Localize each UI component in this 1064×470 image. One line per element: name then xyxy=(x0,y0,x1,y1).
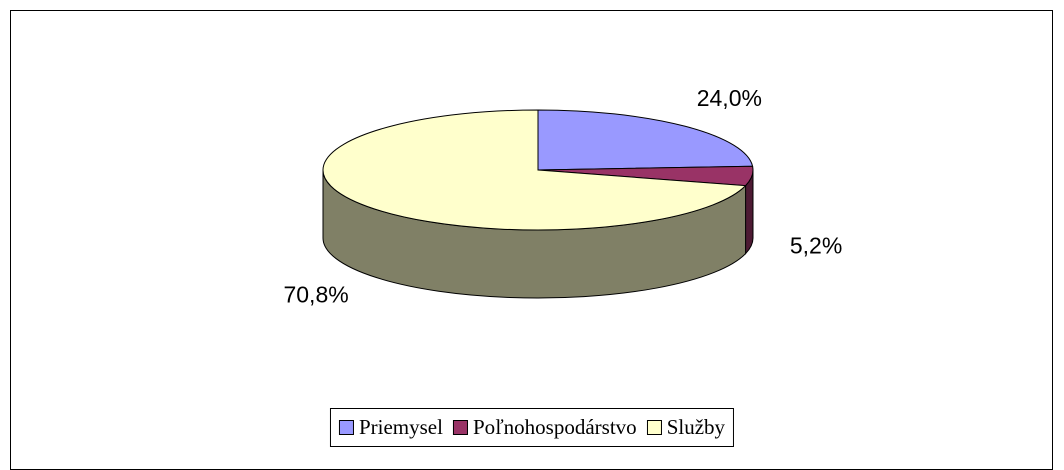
data-label: 24,0% xyxy=(697,85,762,111)
legend-swatch xyxy=(646,420,662,435)
plot: 24,0% 5,2% 70,8% xyxy=(283,85,842,307)
legend-swatch xyxy=(338,420,354,435)
legend-swatch xyxy=(452,420,468,435)
legend-item: Poľnohospodárstvo xyxy=(452,415,637,440)
legend-label: Služby xyxy=(666,415,726,439)
legend-label: Priemysel xyxy=(358,415,443,439)
data-label: 5,2% xyxy=(790,233,842,259)
legend-item: Služby xyxy=(646,415,726,440)
legend-label: Poľnohospodárstvo xyxy=(472,415,637,439)
slice xyxy=(322,109,747,231)
legend-item: Priemysel xyxy=(338,415,443,440)
slice xyxy=(537,109,754,171)
chart: 24,0% 5,2% 70,8% Priemysel Poľnohospodárstv… xyxy=(10,10,1053,470)
data-label: 70,8% xyxy=(283,281,348,307)
legend: Priemysel Poľnohospodárstvo Služby xyxy=(329,408,735,447)
